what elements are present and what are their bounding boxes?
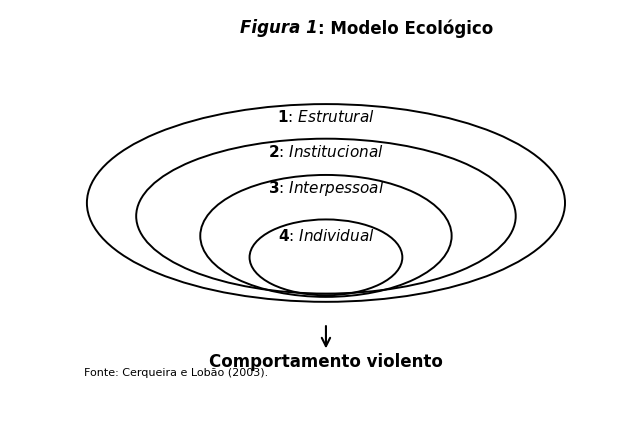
Text: $\bf{1}$: $\it{Estrutural}$: $\bf{1}$: $\it{Estrutural}$ [277,109,375,125]
Text: $\bf{2}$: $\it{Institucional}$: $\bf{2}$: $\it{Institucional}$ [268,144,384,160]
Text: : Modelo Ecológico: : Modelo Ecológico [318,19,494,38]
Text: Fonte: Cerqueira e Lobão (2003).: Fonte: Cerqueira e Lobão (2003). [85,368,268,377]
Text: $\bf{4}$: $\it{Individual}$: $\bf{4}$: $\it{Individual}$ [277,228,375,244]
Text: $\bf{3}$: $\it{Interpessoal}$: $\bf{3}$: $\it{Interpessoal}$ [268,178,384,198]
Text: Figura 1: Figura 1 [240,19,318,37]
Text: Comportamento violento: Comportamento violento [209,353,443,371]
